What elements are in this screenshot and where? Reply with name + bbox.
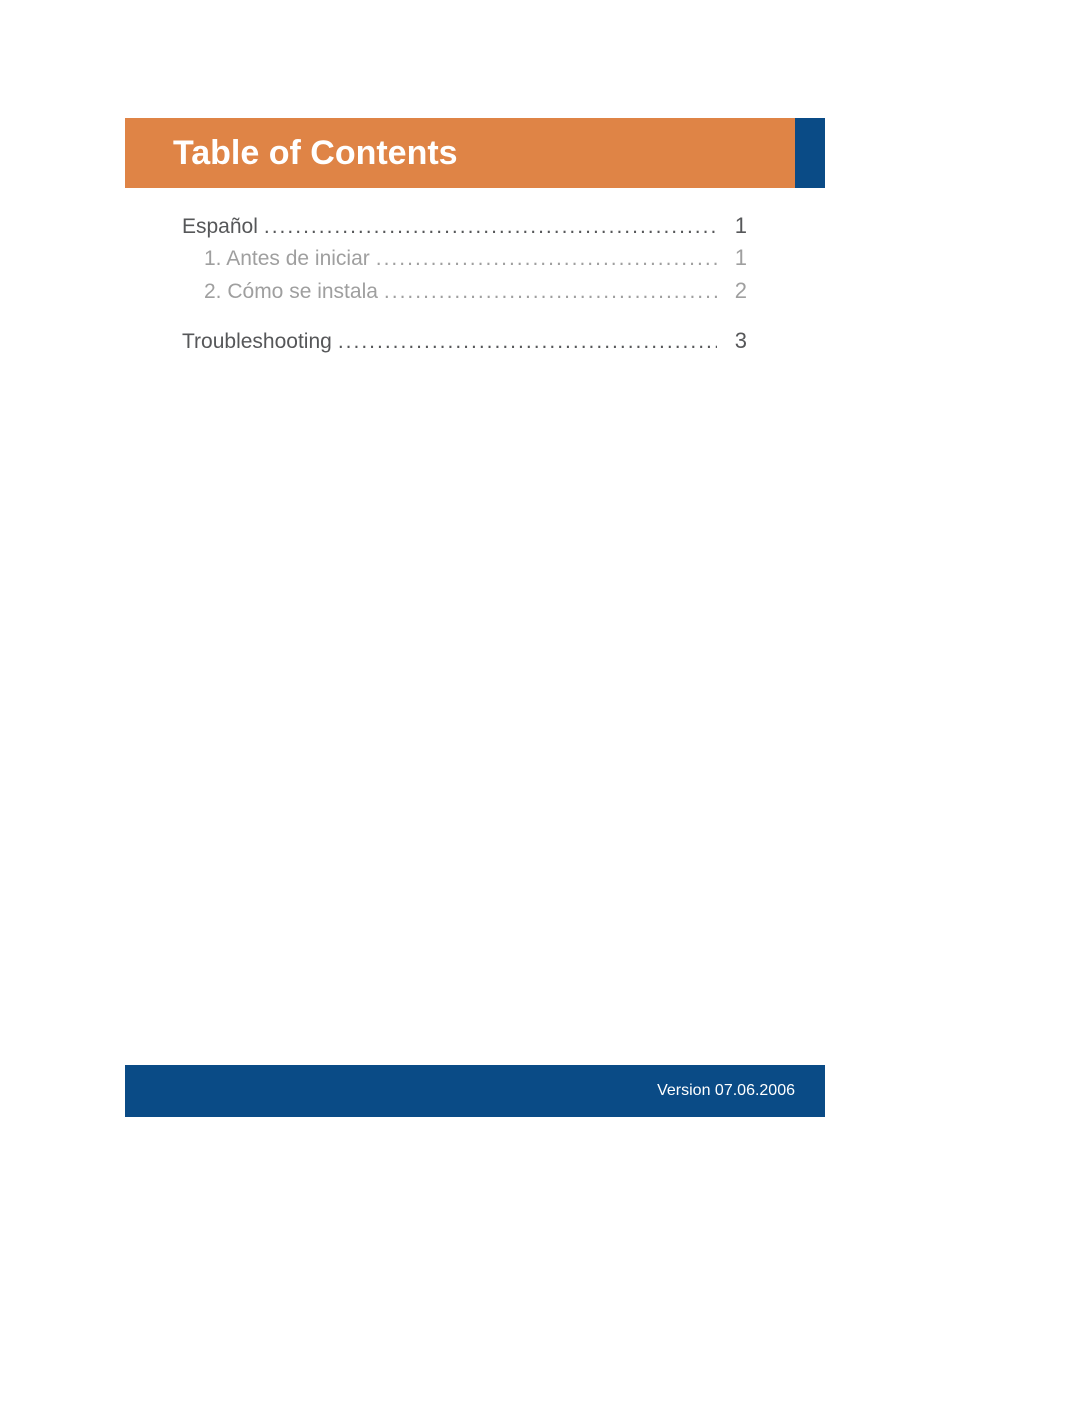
toc-leader-dots <box>384 277 717 307</box>
toc-label: Español <box>182 212 258 242</box>
page-title: Table of Contents <box>125 134 458 173</box>
toc-entry-troubleshooting: Troubleshooting 3 <box>182 325 747 357</box>
header-accent-stripe <box>795 118 825 188</box>
toc-page-number: 1 <box>723 242 747 274</box>
document-page: Table of Contents Español 1 1. Antes de … <box>0 0 1080 1412</box>
toc-label: 2. Cómo se instala <box>204 277 378 307</box>
toc-leader-dots <box>338 327 717 357</box>
table-of-contents: Español 1 1. Antes de iniciar 1 2. Cómo … <box>182 210 747 358</box>
version-text: Version 07.06.2006 <box>657 1082 795 1100</box>
toc-page-number: 1 <box>723 210 747 242</box>
toc-label: 1. Antes de iniciar <box>204 244 370 274</box>
toc-label: Troubleshooting <box>182 327 332 357</box>
toc-page-number: 3 <box>723 325 747 357</box>
header-bar: Table of Contents <box>125 118 825 188</box>
toc-leader-dots <box>264 212 717 242</box>
toc-page-number: 2 <box>723 275 747 307</box>
toc-entry-como-se-instala: 2. Cómo se instala 2 <box>182 275 747 307</box>
toc-entry-antes-de-iniciar: 1. Antes de iniciar 1 <box>182 242 747 274</box>
toc-entry-espanol: Español 1 <box>182 210 747 242</box>
footer-bar: Version 07.06.2006 <box>125 1065 825 1117</box>
toc-leader-dots <box>376 244 717 274</box>
